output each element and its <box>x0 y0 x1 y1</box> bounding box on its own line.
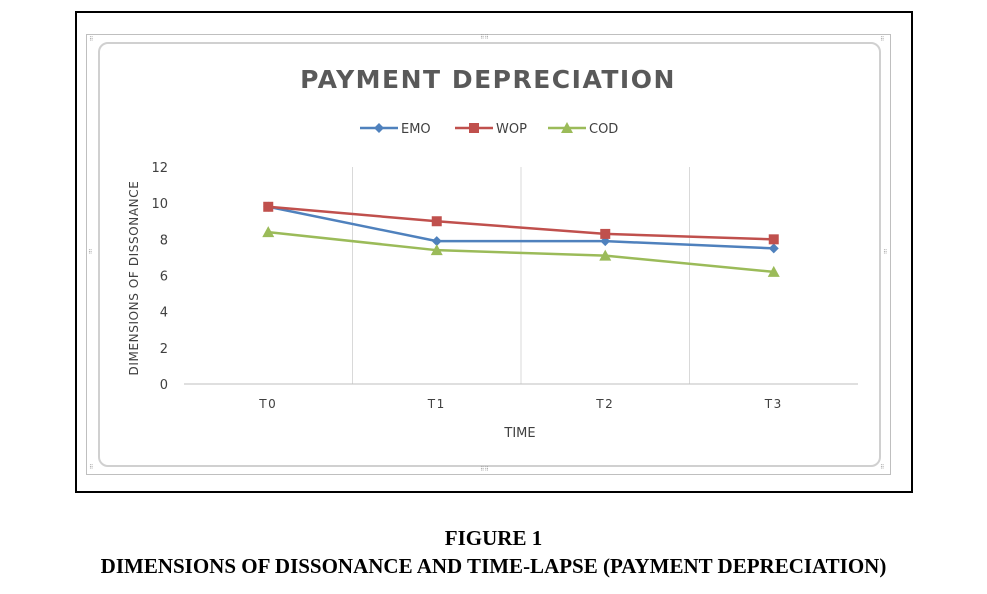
legend-label: WOP <box>496 122 527 137</box>
data-point <box>599 249 612 261</box>
legend-item-emo: EMO <box>360 122 431 137</box>
data-point <box>767 265 780 277</box>
series-line <box>268 205 774 241</box>
y-tick-label: 12 <box>151 161 168 176</box>
legend-marker <box>469 123 479 133</box>
series-line <box>268 205 774 250</box>
y-tick-label: 0 <box>160 378 168 393</box>
legend-label: COD <box>589 122 618 137</box>
chart-area[interactable] <box>98 42 881 467</box>
figure-label: FIGURE 1 <box>444 526 543 550</box>
x-axis-label: TIME <box>503 426 535 441</box>
y-tick-label: 6 <box>160 270 168 285</box>
legend-item-wop: WOP <box>455 122 527 137</box>
chart-series <box>262 201 780 277</box>
x-tick-label: T3 <box>764 397 783 411</box>
data-point <box>768 234 779 245</box>
x-tick-label: T0 <box>258 397 277 411</box>
resize-handle-top-right[interactable]: ⠿ <box>880 36 885 43</box>
x-tick-label: T2 <box>595 397 614 411</box>
y-tick-label: 8 <box>160 233 168 248</box>
resize-handle-top-left[interactable]: ⠿ <box>89 36 94 43</box>
legend-label: EMO <box>401 122 431 137</box>
resize-handle-left[interactable]: ⠿ <box>88 249 93 256</box>
series-line <box>268 230 774 274</box>
y-axis-label: DIMENSIONS OF DISSONANCE <box>127 181 141 376</box>
x-axis-ticks: T0 T1 T2 T3 <box>258 397 783 411</box>
chart-legend: EMO WOP COD <box>360 122 618 137</box>
resize-handle-top[interactable]: ⠿⠿ <box>480 34 489 41</box>
data-point <box>430 244 443 256</box>
resize-handle-bottom-left[interactable]: ⠿ <box>89 464 94 471</box>
y-tick-label: 4 <box>160 306 168 321</box>
series-wop <box>263 201 779 245</box>
gridlines <box>352 167 690 384</box>
series-cod <box>262 226 780 277</box>
legend-marker <box>374 123 384 133</box>
chart-panel <box>86 34 891 475</box>
resize-handle-bottom[interactable]: ⠿⠿ <box>480 466 489 473</box>
y-axis-ticks: 0 2 4 6 8 10 12 <box>151 161 168 393</box>
resize-handle-right[interactable]: ⠿ <box>883 249 888 256</box>
legend-item-cod: COD <box>548 122 618 137</box>
resize-handle-bottom-right[interactable]: ⠿ <box>880 464 885 471</box>
y-tick-label: 2 <box>160 342 168 357</box>
data-point <box>768 243 779 254</box>
y-tick-label: 10 <box>151 197 168 212</box>
data-point <box>600 228 611 239</box>
data-point <box>431 216 442 227</box>
figure-caption: DIMENSIONS OF DISSONANCE AND TIME-LAPSE … <box>100 554 887 578</box>
data-point <box>263 201 274 212</box>
chart-title: PAYMENT DEPRECIATION <box>300 65 676 94</box>
data-point <box>431 236 442 247</box>
data-point <box>262 226 275 238</box>
x-tick-label: T1 <box>427 397 446 411</box>
legend-marker <box>561 122 573 133</box>
